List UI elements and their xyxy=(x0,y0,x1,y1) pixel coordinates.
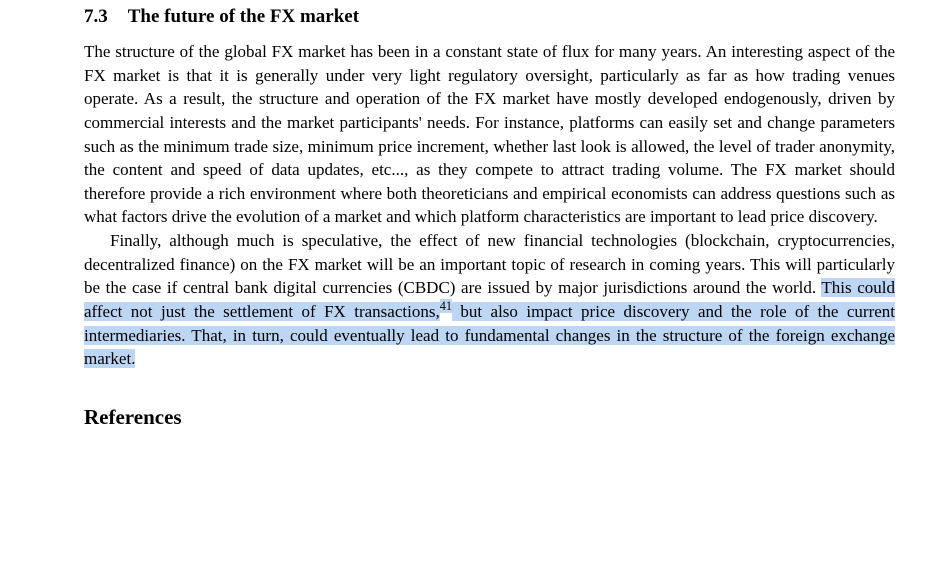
body-run: Finally, although much is speculative, t… xyxy=(84,231,895,297)
body-run: The structure of the global FX market ha… xyxy=(84,42,895,226)
references-heading: References xyxy=(84,405,895,430)
section-number: 7.3 xyxy=(84,6,108,27)
body-text: The structure of the global FX market ha… xyxy=(84,40,895,371)
footnote-ref: 41 xyxy=(440,299,452,313)
paragraph: Finally, although much is speculative, t… xyxy=(84,229,895,371)
page: 7.3 The future of the FX market The struc… xyxy=(0,0,941,430)
section-title: The future of the FX market xyxy=(128,6,359,27)
paragraph: The structure of the global FX market ha… xyxy=(84,40,895,229)
section-heading: 7.3 The future of the FX market xyxy=(84,4,895,28)
